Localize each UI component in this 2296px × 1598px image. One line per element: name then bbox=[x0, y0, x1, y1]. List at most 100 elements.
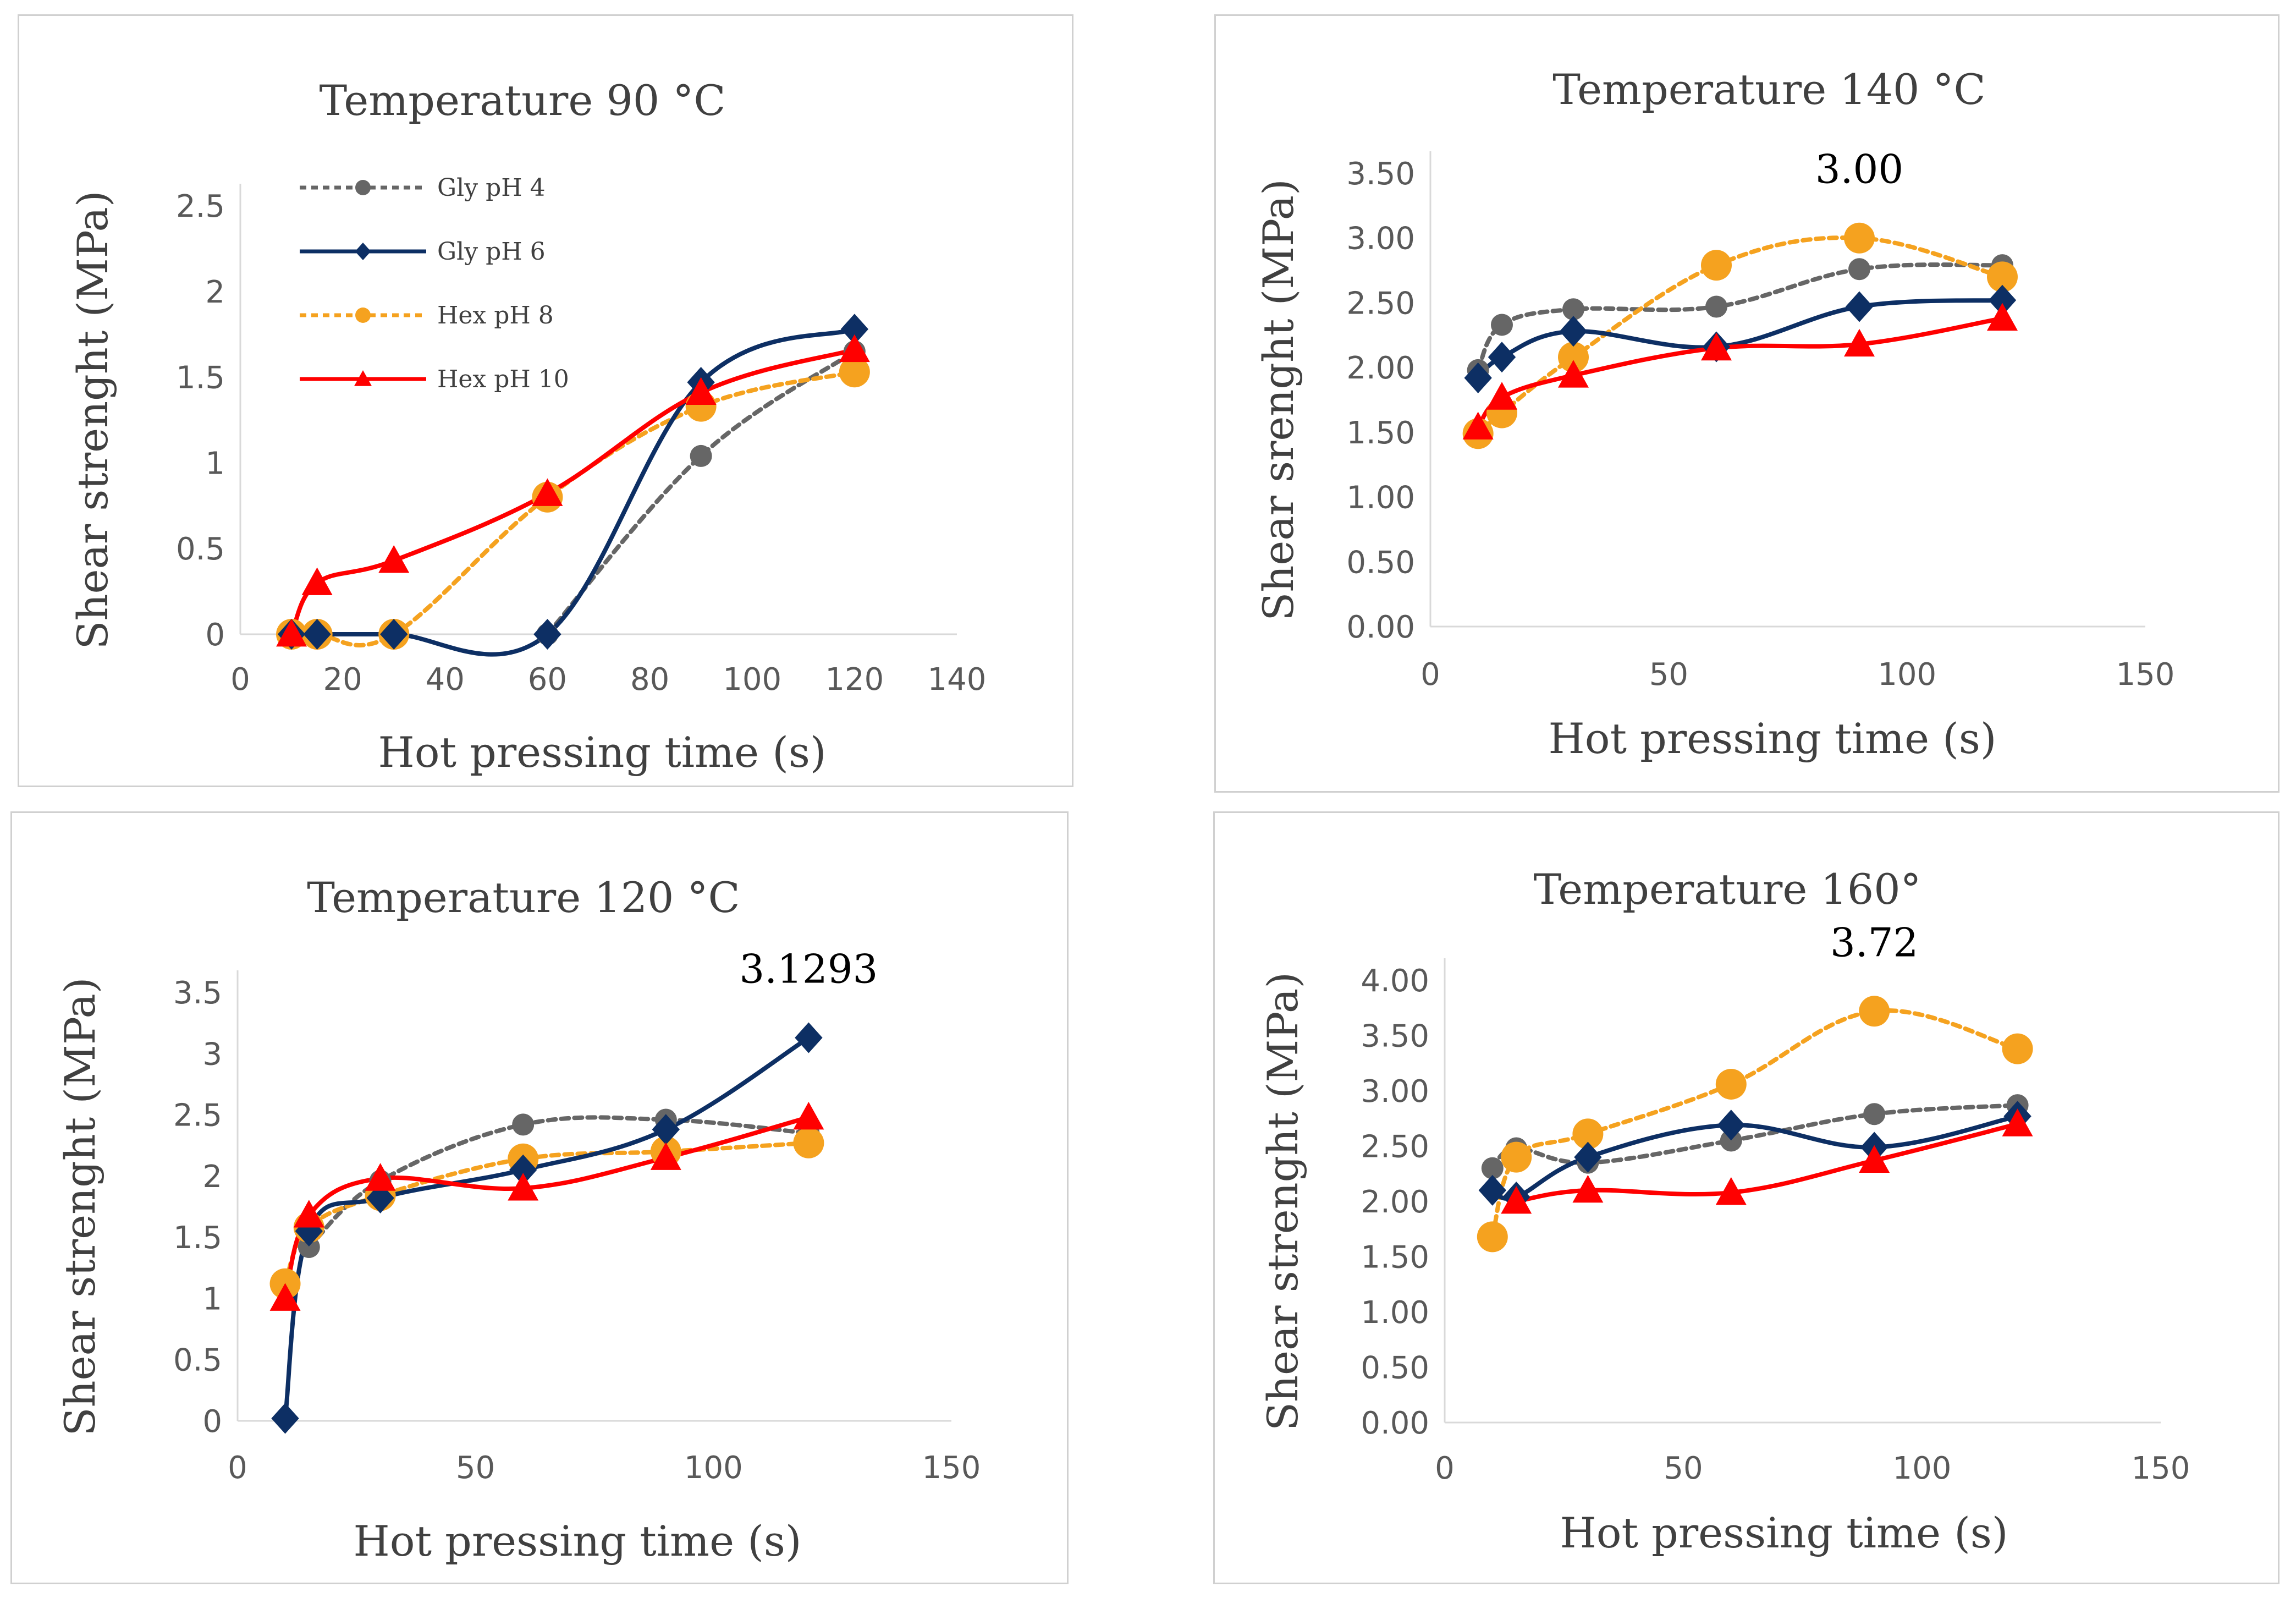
data-point-gly-ph-4 bbox=[1863, 1103, 1886, 1125]
data-point-gly-ph-6 bbox=[366, 1182, 394, 1213]
x-tick-label: 20 bbox=[323, 662, 362, 698]
series-lines bbox=[1475, 235, 2005, 436]
y-axis-label: Shear strenght (MPa) bbox=[56, 977, 104, 1436]
x-tick-label: 100 bbox=[1877, 657, 1936, 693]
data-point-hex-ph-10 bbox=[1715, 1177, 1747, 1205]
y-tick-label: 2.00 bbox=[1361, 1184, 1429, 1220]
data-point-hex-ph-10 bbox=[1701, 332, 1732, 361]
data-point-hex-ph-10 bbox=[365, 1163, 396, 1191]
data-point-gly-ph-6 bbox=[1478, 1174, 1506, 1206]
chart-panel-120: Temperature 120 °C 0 0.5 1 1.5 2 2.5 3 3.5 0 50 100… bbox=[10, 811, 1069, 1584]
x-tick-label: 50 bbox=[456, 1450, 495, 1486]
x-tick-label: 150 bbox=[2116, 657, 2175, 693]
y-tick-label: 0.5 bbox=[173, 1343, 222, 1379]
data-point-gly-ph-6 bbox=[303, 619, 331, 650]
x-axis-label: Hot pressing time (s) bbox=[1548, 714, 1996, 763]
y-axis-label: Shear strenght (MPa) bbox=[68, 190, 117, 649]
series-markers bbox=[1477, 996, 2033, 1253]
x-tick-label: 100 bbox=[1893, 1451, 1952, 1486]
legend-label-gly-ph-6: Gly pH 6 bbox=[437, 238, 546, 266]
series-line-hex-ph-8 bbox=[1490, 1008, 2020, 1239]
data-point-gly-ph-6 bbox=[840, 314, 869, 345]
y-tick-label: 3.50 bbox=[1346, 156, 1415, 192]
data-point-hex-ph-8 bbox=[1572, 1118, 1604, 1150]
data-point-gly-ph-4 bbox=[1720, 1129, 1742, 1152]
y-tick-label: 2.5 bbox=[176, 189, 225, 224]
legend-marker-hex-ph-10 bbox=[354, 370, 372, 386]
data-label-annotation: 3.72 bbox=[1830, 919, 1918, 965]
legend-label-gly-ph-4: Gly pH 4 bbox=[437, 174, 546, 202]
data-point-gly-ph-6 bbox=[533, 619, 561, 650]
y-tick-label: 0 bbox=[202, 1404, 222, 1440]
chart-title: Temperature 120 °C bbox=[307, 873, 740, 922]
y-tick-label: 0.50 bbox=[1346, 545, 1415, 580]
data-point-hex-ph-10 bbox=[276, 619, 307, 647]
data-point-hex-ph-10 bbox=[532, 478, 563, 506]
x-tick-label: 40 bbox=[426, 662, 465, 698]
data-point-gly-ph-6 bbox=[271, 1403, 299, 1434]
data-point-hex-ph-10 bbox=[508, 1173, 539, 1201]
data-point-gly-ph-6 bbox=[295, 1216, 323, 1247]
chart-panel-140: Temperature 140 °C 0.00 0.50 1.00 1.50 2.00 2.… bbox=[1214, 14, 2280, 793]
series-line-gly-ph-6 bbox=[1490, 1114, 2020, 1201]
series-lines bbox=[1490, 1008, 2020, 1239]
x-tick-label: 120 bbox=[825, 662, 884, 698]
y-tick-label: 0.50 bbox=[1361, 1350, 1429, 1386]
legend-marker-hex-ph-8 bbox=[355, 307, 371, 323]
data-point-hex-ph-8 bbox=[1701, 250, 1732, 281]
series-lines bbox=[283, 1035, 811, 1421]
data-point-hex-ph-10 bbox=[1572, 1174, 1604, 1203]
legend-marker-gly-ph-6 bbox=[355, 243, 371, 260]
data-point-gly-ph-6 bbox=[795, 1022, 823, 1053]
x-tick-label: 50 bbox=[1649, 657, 1688, 693]
series-line-gly-ph-6 bbox=[1475, 298, 2005, 380]
x-tick-label: 100 bbox=[684, 1450, 743, 1486]
data-point-hex-ph-10 bbox=[839, 334, 870, 363]
data-point-hex-ph-10 bbox=[1486, 382, 1517, 410]
y-tick-label: 1.50 bbox=[1361, 1240, 1429, 1276]
x-tick-label: 150 bbox=[2132, 1451, 2190, 1486]
chart-panel-90: Temperature 90 °C 0 0.5 1 1.5 2 2.5 0 20 40 60 80 10… bbox=[18, 14, 1073, 787]
data-point-gly-ph-6 bbox=[1488, 342, 1516, 373]
series-markers bbox=[269, 1022, 824, 1434]
data-point-gly-ph-4 bbox=[1481, 1157, 1504, 1179]
chart-title: Temperature 90 °C bbox=[319, 76, 725, 125]
data-point-hex-ph-10 bbox=[1844, 328, 1875, 357]
y-tick-label: 2.50 bbox=[1346, 285, 1415, 321]
data-point-hex-ph-8 bbox=[1501, 1141, 1532, 1173]
x-tick-label: 80 bbox=[630, 662, 669, 698]
data-point-hex-ph-10 bbox=[685, 377, 717, 405]
data-point-hex-ph-10 bbox=[793, 1102, 824, 1130]
chart-panel-160: Temperature 160° 0.00 0.50 1.00 1.50 2.00 2.50… bbox=[1213, 811, 2280, 1584]
y-tick-label: 2.50 bbox=[1361, 1129, 1429, 1165]
chart-temperature-120: Temperature 120 °C 0 0.5 1 1.5 2 2.5 3 3.5 0 50 100… bbox=[56, 873, 981, 1566]
legend-label-hex-ph-10: Hex pH 10 bbox=[437, 365, 569, 393]
series-line-gly-ph-4 bbox=[1475, 262, 2005, 372]
legend-label-hex-ph-8: Hex pH 8 bbox=[437, 301, 554, 330]
data-point-gly-ph-6 bbox=[509, 1154, 537, 1185]
data-point-gly-ph-4 bbox=[1562, 298, 1584, 321]
series-line-gly-ph-6 bbox=[283, 1035, 811, 1421]
data-point-hex-ph-10 bbox=[2002, 1108, 2033, 1136]
y-tick-label: 3.00 bbox=[1346, 221, 1415, 257]
y-tick-label: 1 bbox=[202, 1281, 222, 1317]
x-tick-label: 0 bbox=[1420, 657, 1440, 693]
data-point-hex-ph-10 bbox=[1462, 411, 1494, 440]
x-tick-label: 0 bbox=[1435, 1451, 1455, 1486]
y-tick-label: 1.50 bbox=[1346, 415, 1415, 451]
y-tick-label: 3.50 bbox=[1361, 1019, 1429, 1055]
y-tick-label: 0 bbox=[205, 617, 225, 653]
data-point-hex-ph-8 bbox=[1477, 1221, 1508, 1253]
x-axis-label: Hot pressing time (s) bbox=[1560, 1508, 2008, 1557]
y-tick-label: 0.5 bbox=[176, 531, 225, 567]
legend-marker-gly-ph-4 bbox=[355, 180, 371, 195]
data-point-hex-ph-10 bbox=[378, 545, 410, 573]
series-markers bbox=[276, 314, 870, 650]
data-point-gly-ph-6 bbox=[652, 1114, 680, 1145]
chart-temperature-160: Temperature 160° 0.00 0.50 1.00 1.50 2.00 2.50… bbox=[1258, 865, 2190, 1557]
series-line-hex-ph-10 bbox=[289, 347, 857, 636]
data-point-gly-ph-6 bbox=[380, 619, 408, 650]
data-point-hex-ph-8 bbox=[793, 1127, 824, 1158]
series-line-hex-ph-10 bbox=[283, 1115, 811, 1301]
data-point-gly-ph-6 bbox=[1464, 362, 1492, 393]
